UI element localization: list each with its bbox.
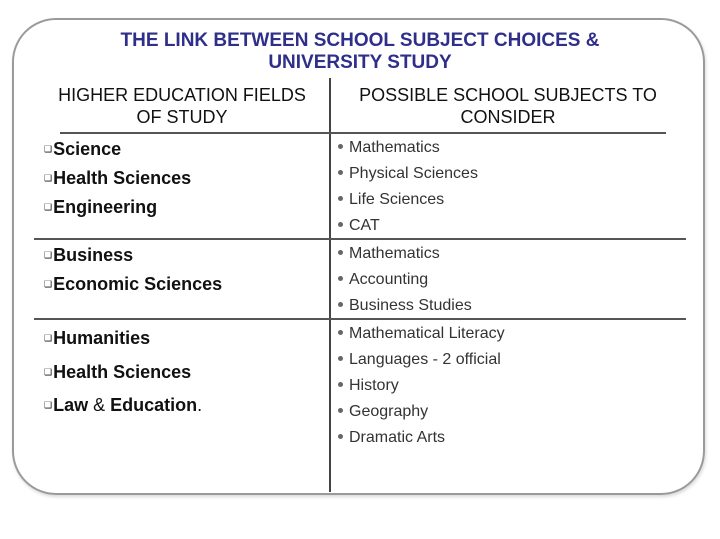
square-bullet-icon: ❑ [44, 144, 53, 155]
subject-item: Life Sciences [338, 190, 444, 210]
column-header-subjects: POSSIBLE SCHOOL SUBJECTS TO CONSIDER [332, 84, 684, 128]
subject-item: Mathematics [338, 244, 440, 264]
field-label: Engineering [53, 197, 158, 217]
dot-bullet-icon [338, 302, 343, 308]
subject-label: Business Studies [349, 297, 472, 314]
dot-bullet-icon [338, 434, 343, 440]
subject-item: History [338, 376, 399, 396]
subject-label: Mathematical Literacy [349, 325, 505, 342]
field-label: Law [53, 395, 89, 415]
field-label: Economic Sciences [53, 274, 223, 294]
field-label: Education [110, 395, 198, 415]
period: . [197, 395, 203, 415]
subject-item: Dramatic Arts [338, 428, 445, 448]
subject-item: Accounting [338, 270, 428, 290]
header-text: CONSIDER [460, 107, 556, 127]
square-bullet-icon: ❑ [44, 173, 53, 184]
field-item: ❑Health Sciences [44, 167, 191, 190]
subject-label: Physical Sciences [349, 165, 478, 182]
subject-label: Mathematics [349, 245, 440, 262]
subject-item: CAT [338, 216, 380, 236]
subject-label: Languages - 2 official [349, 351, 501, 368]
header-text: OF STUDY [136, 107, 228, 127]
header-text: HIGHER EDUCATION FIELDS [58, 85, 306, 105]
subject-label: Accounting [349, 271, 429, 288]
subject-item: Business Studies [338, 296, 472, 316]
header-divider [60, 132, 666, 134]
field-item: ❑Economic Sciences [44, 273, 222, 296]
subject-label: Dramatic Arts [349, 429, 446, 446]
field-item: ❑Business [44, 244, 133, 267]
square-bullet-icon: ❑ [44, 400, 53, 411]
field-label: Health Sciences [53, 168, 192, 188]
dot-bullet-icon [338, 276, 343, 282]
subject-label: CAT [349, 217, 380, 234]
dot-bullet-icon [338, 196, 343, 202]
subject-item: Physical Sciences [338, 164, 478, 184]
slide-title-line1: THE LINK BETWEEN SCHOOL SUBJECT CHOICES … [120, 30, 600, 51]
subject-item: Geography [338, 402, 428, 422]
column-header-fields: HIGHER EDUCATION FIELDS OF STUDY [36, 84, 328, 128]
subject-label: History [349, 377, 399, 394]
column-divider [329, 78, 331, 492]
subject-item: Languages - 2 official [338, 350, 501, 370]
field-item: ❑Law & Education. [44, 394, 202, 417]
subject-label: Mathematics [349, 139, 440, 156]
dot-bullet-icon [338, 382, 343, 388]
subject-item: Mathematics [338, 138, 440, 158]
slide-title-line2: UNIVERSITY STUDY [268, 52, 452, 73]
dot-bullet-icon [338, 408, 343, 414]
dot-bullet-icon [338, 250, 343, 256]
dot-bullet-icon [338, 170, 343, 176]
field-item: ❑Science [44, 138, 121, 161]
dot-bullet-icon [338, 356, 343, 362]
ampersand: & [88, 395, 111, 415]
subject-label: Geography [349, 403, 429, 420]
square-bullet-icon: ❑ [44, 279, 53, 290]
row-divider [34, 318, 686, 320]
dot-bullet-icon [338, 144, 343, 150]
subject-item: Mathematical Literacy [338, 324, 505, 344]
dot-bullet-icon [338, 330, 343, 336]
field-label: Science [53, 139, 122, 159]
field-item: ❑Humanities [44, 327, 150, 350]
square-bullet-icon: ❑ [44, 367, 53, 378]
square-bullet-icon: ❑ [44, 202, 53, 213]
field-label: Business [53, 245, 134, 265]
row-divider [34, 238, 686, 240]
slide-frame [12, 18, 705, 495]
square-bullet-icon: ❑ [44, 333, 53, 344]
header-text: POSSIBLE SCHOOL SUBJECTS TO [359, 85, 657, 105]
square-bullet-icon: ❑ [44, 250, 53, 261]
field-item: ❑Engineering [44, 196, 157, 219]
field-label: Humanities [53, 328, 151, 348]
field-label: Health Sciences [53, 362, 192, 382]
dot-bullet-icon [338, 222, 343, 228]
field-item: ❑Health Sciences [44, 361, 191, 384]
subject-label: Life Sciences [349, 191, 445, 208]
